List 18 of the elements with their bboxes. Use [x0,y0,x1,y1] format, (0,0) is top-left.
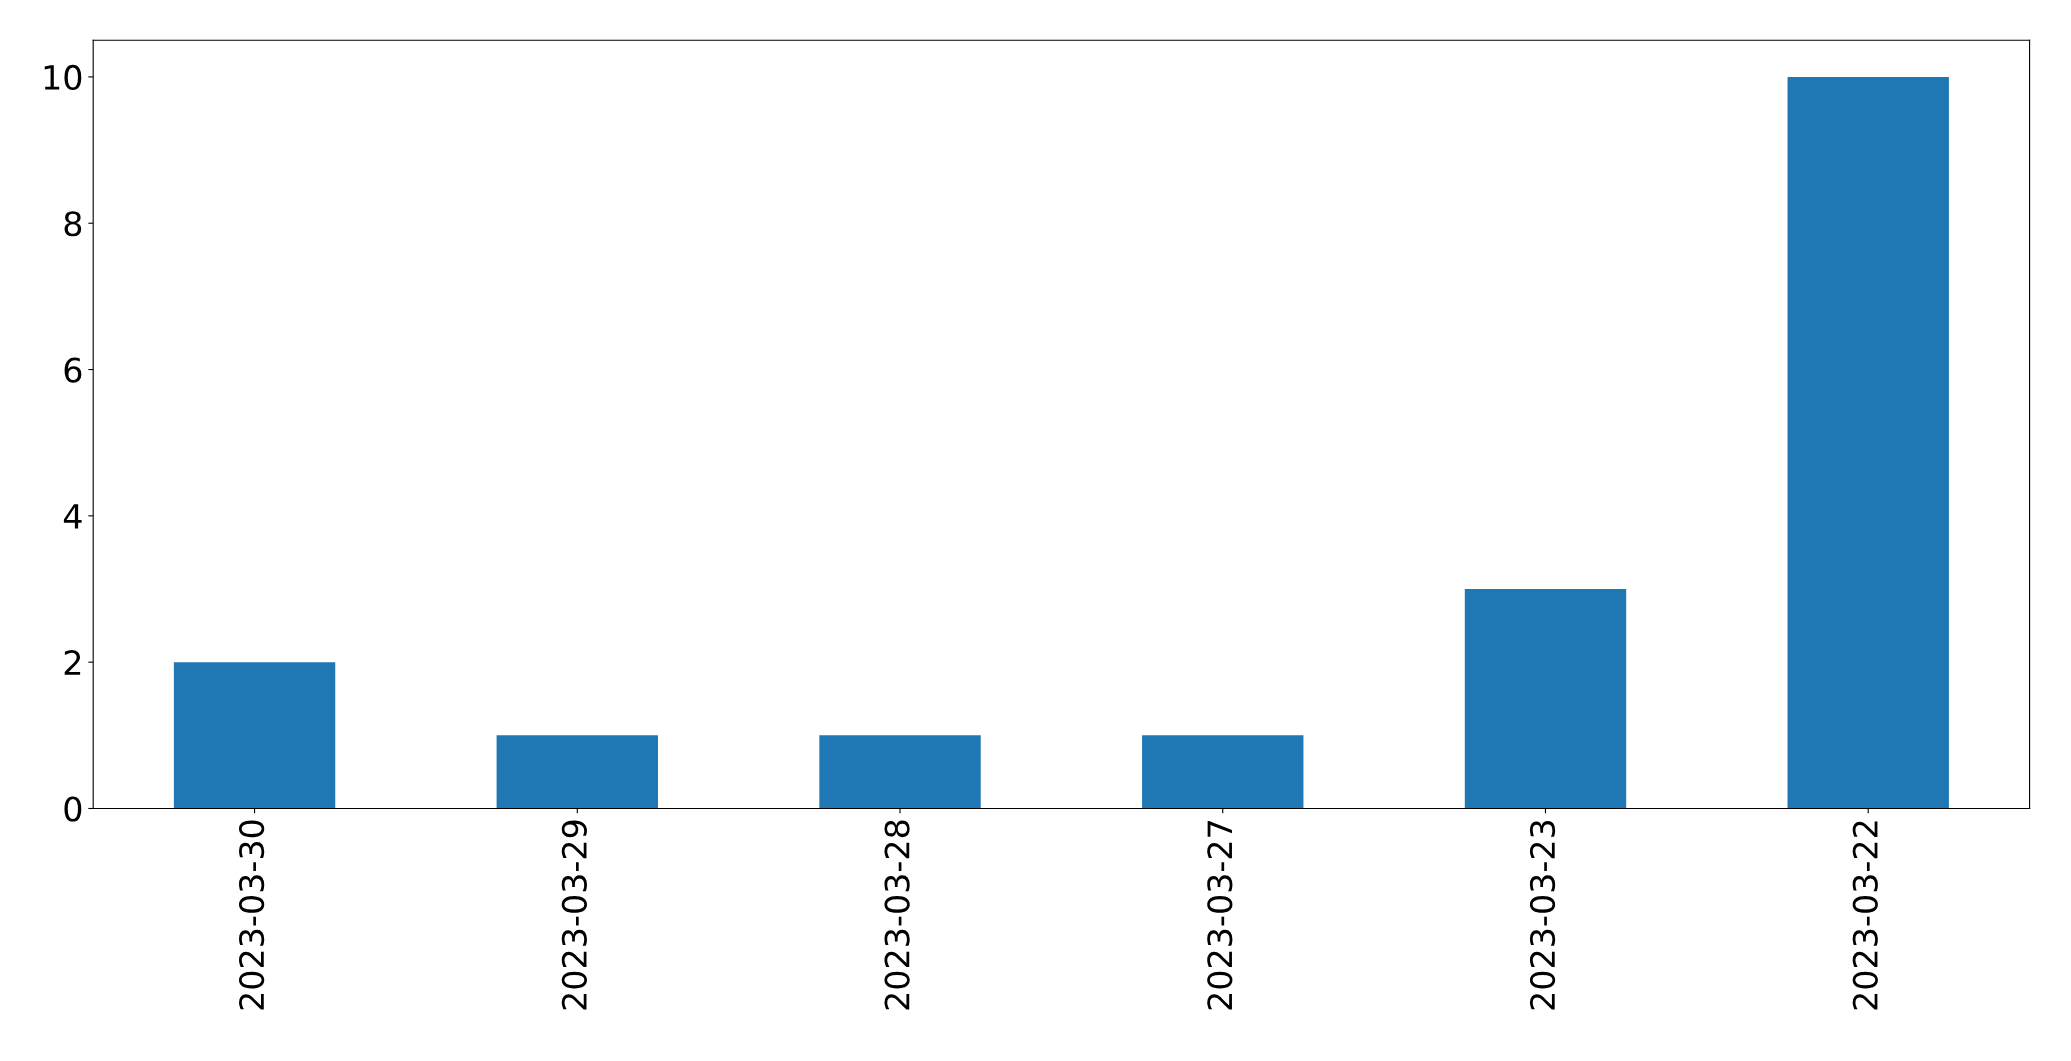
bar [1787,76,1949,809]
bar [496,735,658,809]
bar [819,735,981,809]
x-tick-label: 2023-03-30 [239,820,265,1010]
y-tick-label: 0 [64,796,82,822]
x-tick-label: 2023-03-29 [561,820,587,1010]
y-tick-label: 6 [64,357,82,383]
y-tick-label: 2 [64,650,81,675]
y-tick-label: 10 [44,64,82,91]
x-tick-label: 2023-03-27 [1207,821,1233,1010]
bar [1142,735,1304,809]
x-tick-label: 2023-03-28 [884,820,910,1010]
bar [173,662,336,809]
bar [1464,589,1627,809]
x-tick-label: 2023-03-23 [1529,820,1556,1010]
x-tick-label: 2023-03-22 [1852,821,1878,1010]
y-tick-label: 4 [63,504,82,529]
y-tick-label: 8 [64,211,82,237]
